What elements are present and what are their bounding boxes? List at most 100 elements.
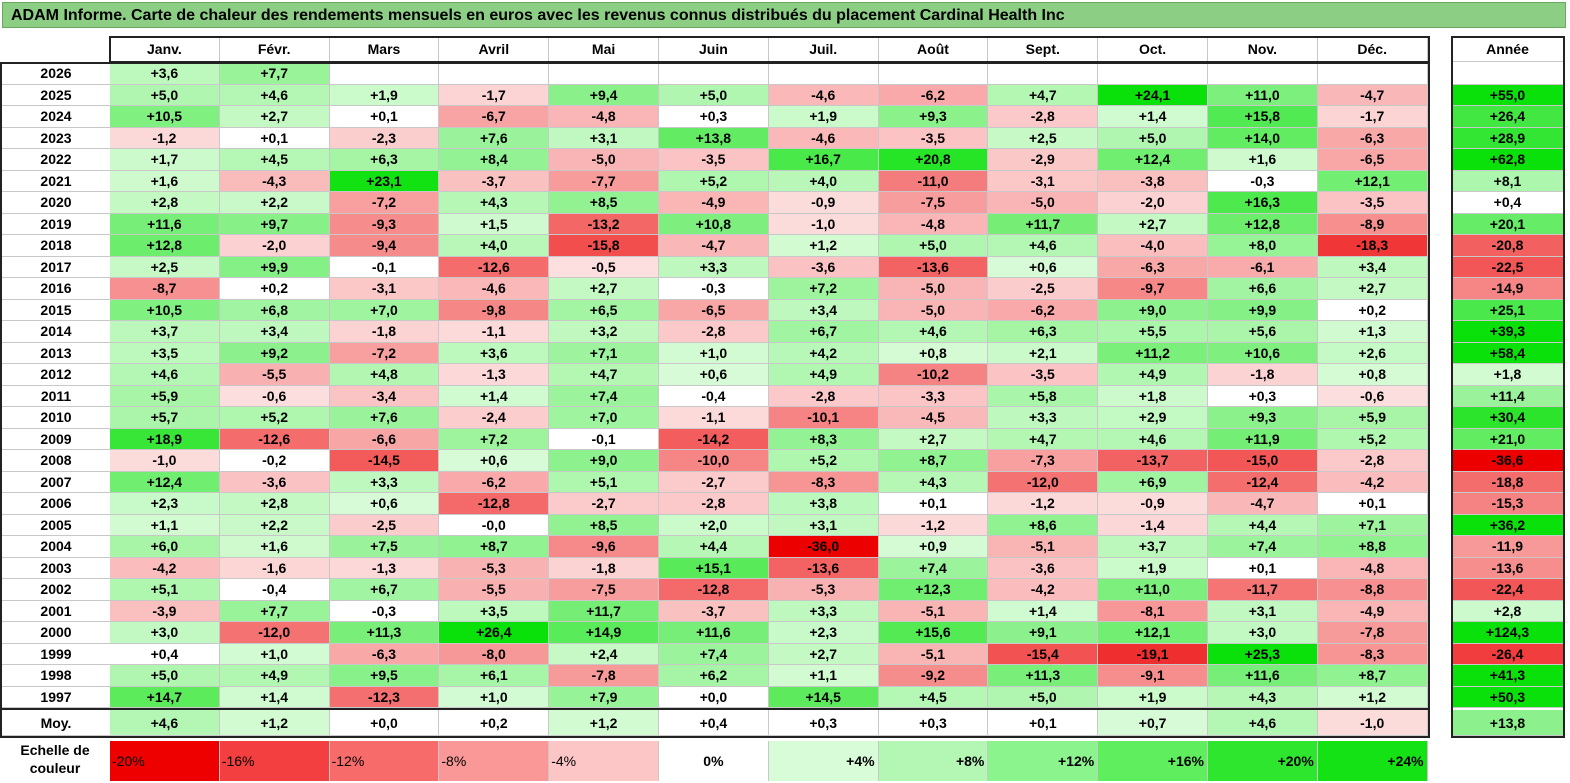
heat-cell: -14,2 — [659, 428, 769, 450]
heat-cell: -0,4 — [219, 579, 330, 601]
year-total-cell: -18,8 — [1452, 471, 1564, 493]
heat-cell: +1,4 — [988, 600, 1099, 622]
row-year-label: 2016 — [2, 278, 110, 300]
row-year-label: 2024 — [2, 106, 110, 128]
heat-cell: +4,0 — [439, 235, 550, 257]
year-total-cell: +20,1 — [1452, 213, 1564, 235]
heat-cell: +0,8 — [878, 342, 989, 364]
heat-cell: +3,1 — [549, 127, 659, 149]
heat-cell: +0,1 — [329, 106, 440, 128]
heat-cell: +2,7 — [878, 428, 989, 450]
heat-cell: +2,7 — [219, 106, 330, 128]
heat-cell: +4,7 — [988, 84, 1099, 106]
heat-cell: -4,7 — [1317, 84, 1428, 106]
average-cell: +4,6 — [110, 710, 220, 736]
row-year-label: 2006 — [2, 493, 110, 515]
heat-cell: -6,2 — [439, 471, 550, 493]
heat-cell: -2,3 — [329, 127, 440, 149]
heat-cell: -6,3 — [1317, 127, 1428, 149]
heat-cell: +1,1 — [110, 514, 220, 536]
heat-cell: +7,4 — [878, 557, 989, 579]
heat-cell: +3,8 — [768, 493, 879, 515]
heat-cell: +2,2 — [219, 192, 330, 214]
heat-cell: -5,0 — [988, 192, 1099, 214]
heat-cell: +1,4 — [1098, 106, 1208, 128]
heat-cell: -2,8 — [768, 385, 879, 407]
heat-cell — [988, 63, 1099, 85]
month-header: Nov. — [1208, 37, 1318, 62]
row-year-label: 2009 — [2, 428, 110, 450]
legend-step: +4% — [768, 741, 879, 781]
year-total-cell: +0,4 — [1452, 192, 1564, 214]
heat-cell: +2,2 — [219, 514, 330, 536]
row-year-label: 2026 — [2, 63, 110, 85]
year-total-cell: +1,8 — [1452, 364, 1564, 386]
row-year-label: 1998 — [2, 665, 110, 687]
heat-cell: -13,2 — [549, 213, 659, 235]
heat-cell: +11,6 — [659, 622, 769, 644]
heat-cell: +4,3 — [439, 192, 550, 214]
average-cell: +0,3 — [878, 710, 989, 736]
heat-cell — [878, 63, 989, 85]
heat-cell: +23,1 — [329, 170, 440, 192]
heat-cell: +6,7 — [768, 321, 879, 343]
heat-cell: -3,8 — [1098, 170, 1208, 192]
heat-cell: -12,0 — [219, 622, 330, 644]
heat-cell: -12,4 — [1208, 471, 1318, 493]
heat-cell: -2,8 — [1317, 450, 1428, 472]
heat-cell: +6,0 — [110, 536, 220, 558]
average-cell: +0,0 — [329, 710, 440, 736]
heat-cell: -1,8 — [549, 557, 659, 579]
row-year-label: 2008 — [2, 450, 110, 472]
heat-cell: +8,7 — [878, 450, 989, 472]
heat-cell: +7,7 — [219, 600, 330, 622]
heat-cell: -6,5 — [659, 299, 769, 321]
page-title: ADAM Informe. Carte de chaleur des rende… — [2, 2, 1566, 28]
heat-cell: -6,1 — [1208, 256, 1318, 278]
heat-cell: -4,9 — [659, 192, 769, 214]
year-total-cell: +58,4 — [1452, 342, 1564, 364]
heat-cell: +8,5 — [549, 514, 659, 536]
heat-cell: +12,4 — [110, 471, 220, 493]
heat-cell: +1,0 — [659, 342, 769, 364]
heat-cell: +3,0 — [1208, 622, 1318, 644]
average-cell: -1,0 — [1317, 710, 1428, 736]
heat-cell: +11,6 — [1208, 665, 1318, 687]
legend-step: -4% — [549, 741, 659, 781]
heat-cell: +16,3 — [1208, 192, 1318, 214]
heat-cell: +8,0 — [1208, 235, 1318, 257]
year-total-cell: +30,4 — [1452, 407, 1564, 429]
year-total-cell: -36,6 — [1452, 450, 1564, 472]
average-cell: +1,2 — [219, 710, 330, 736]
heat-cell: +15,1 — [659, 557, 769, 579]
heat-cell: -15,0 — [1208, 450, 1318, 472]
heat-cell: -5,0 — [878, 299, 989, 321]
heat-cell: -0,1 — [329, 256, 440, 278]
heat-cell: +25,3 — [1208, 643, 1318, 665]
heat-cell: -7,3 — [988, 450, 1099, 472]
heat-cell: +6,3 — [329, 149, 440, 171]
year-total-cell: +39,3 — [1452, 321, 1564, 343]
heat-cell: -8,7 — [110, 278, 220, 300]
heat-cell: -12,6 — [439, 256, 550, 278]
heat-cell: +5,0 — [659, 84, 769, 106]
row-year-label: 2019 — [2, 213, 110, 235]
row-year-label: 2023 — [2, 127, 110, 149]
heat-cell: +0,6 — [988, 256, 1099, 278]
heat-cell: +12,8 — [1208, 213, 1318, 235]
heat-cell: +1,2 — [768, 235, 879, 257]
year-total-cell: +124,3 — [1452, 622, 1564, 644]
heat-cell: -1,8 — [329, 321, 440, 343]
heat-cell: +12,1 — [1098, 622, 1208, 644]
heat-cell: +3,0 — [110, 622, 220, 644]
heat-cell: +2,7 — [768, 643, 879, 665]
heat-cell: +2,7 — [1317, 278, 1428, 300]
heat-cell: -0,1 — [549, 428, 659, 450]
heat-cell: +0,6 — [659, 364, 769, 386]
heat-cell: -9,7 — [1098, 278, 1208, 300]
legend-label: Echelle de couleur — [20, 742, 90, 776]
heat-cell: +0,9 — [878, 536, 989, 558]
heat-cell: +1,3 — [1317, 321, 1428, 343]
heat-cell: -2,4 — [439, 407, 550, 429]
